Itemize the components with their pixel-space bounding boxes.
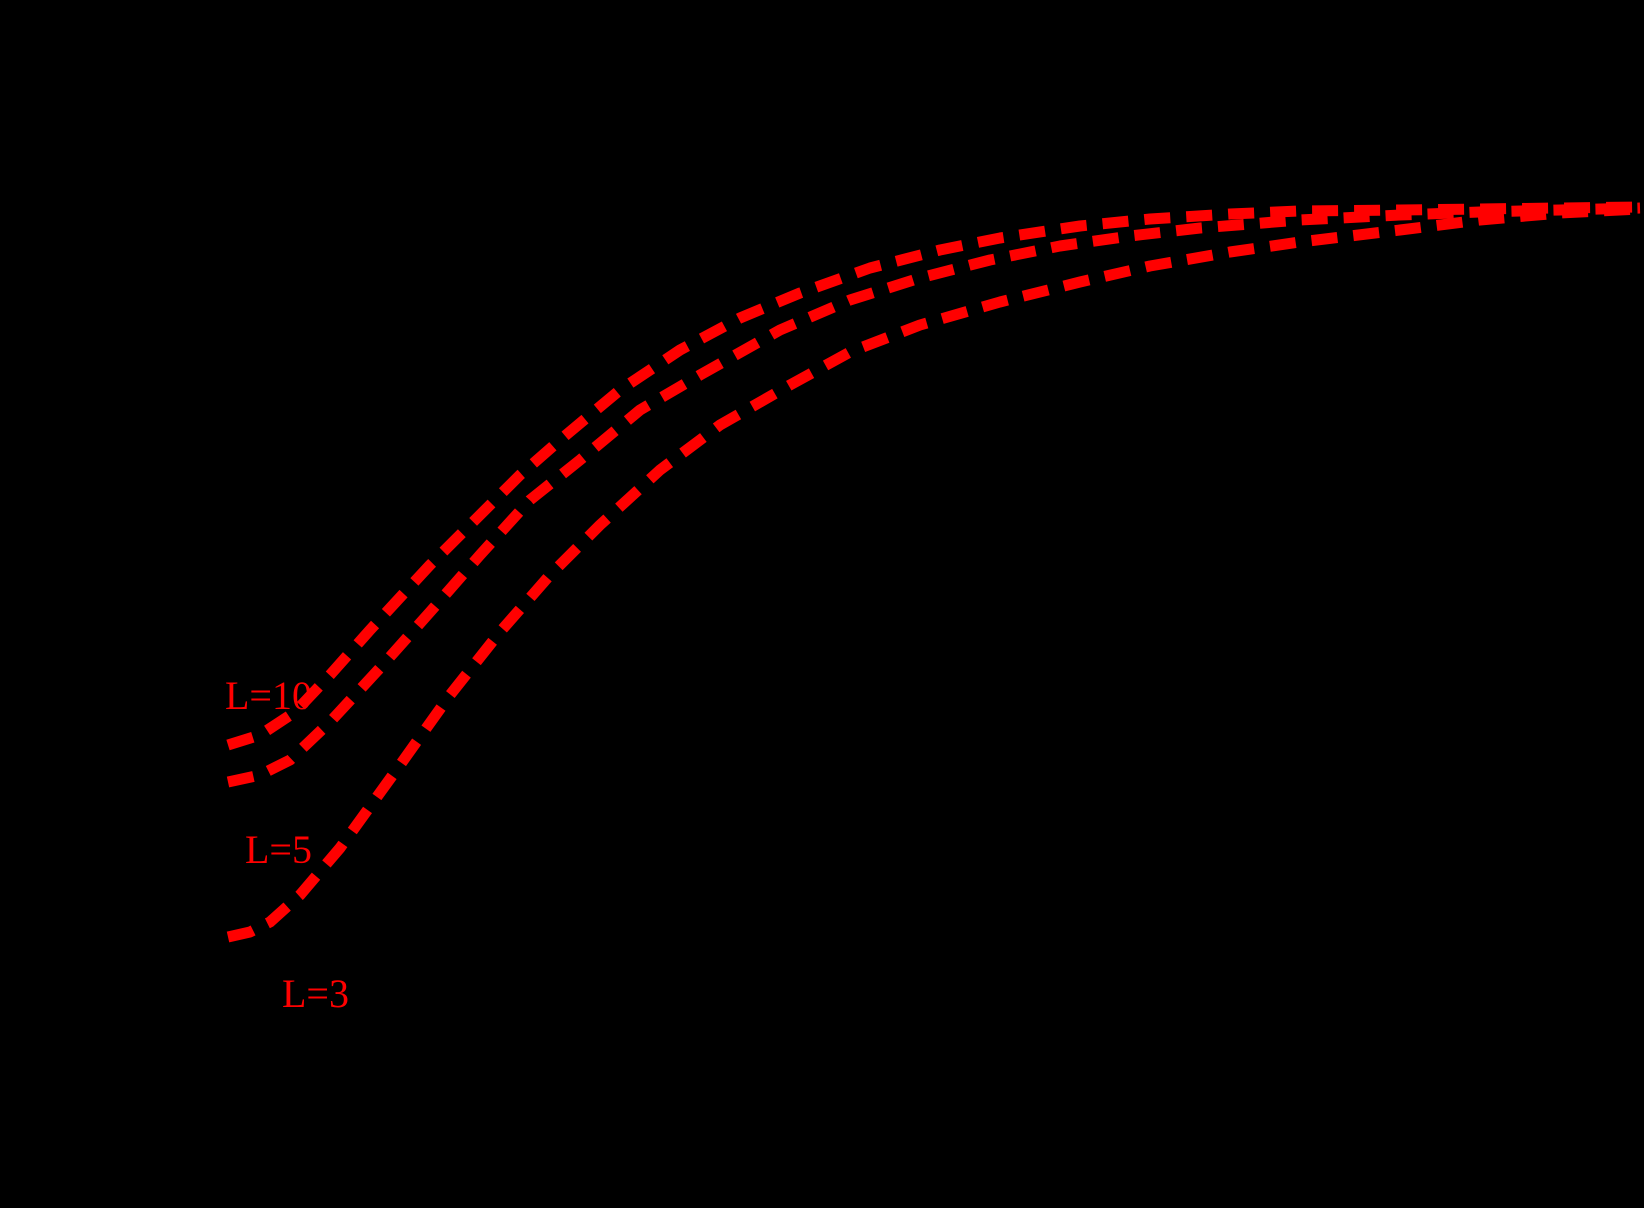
curve-l5 [226, 202, 1641, 788]
label-l5: L=5 [245, 827, 312, 872]
curve-l10 [226, 201, 1641, 751]
label-l3: L=3 [282, 971, 349, 1016]
curve-l3 [226, 203, 1641, 943]
label-l10: L=10 [225, 673, 312, 718]
